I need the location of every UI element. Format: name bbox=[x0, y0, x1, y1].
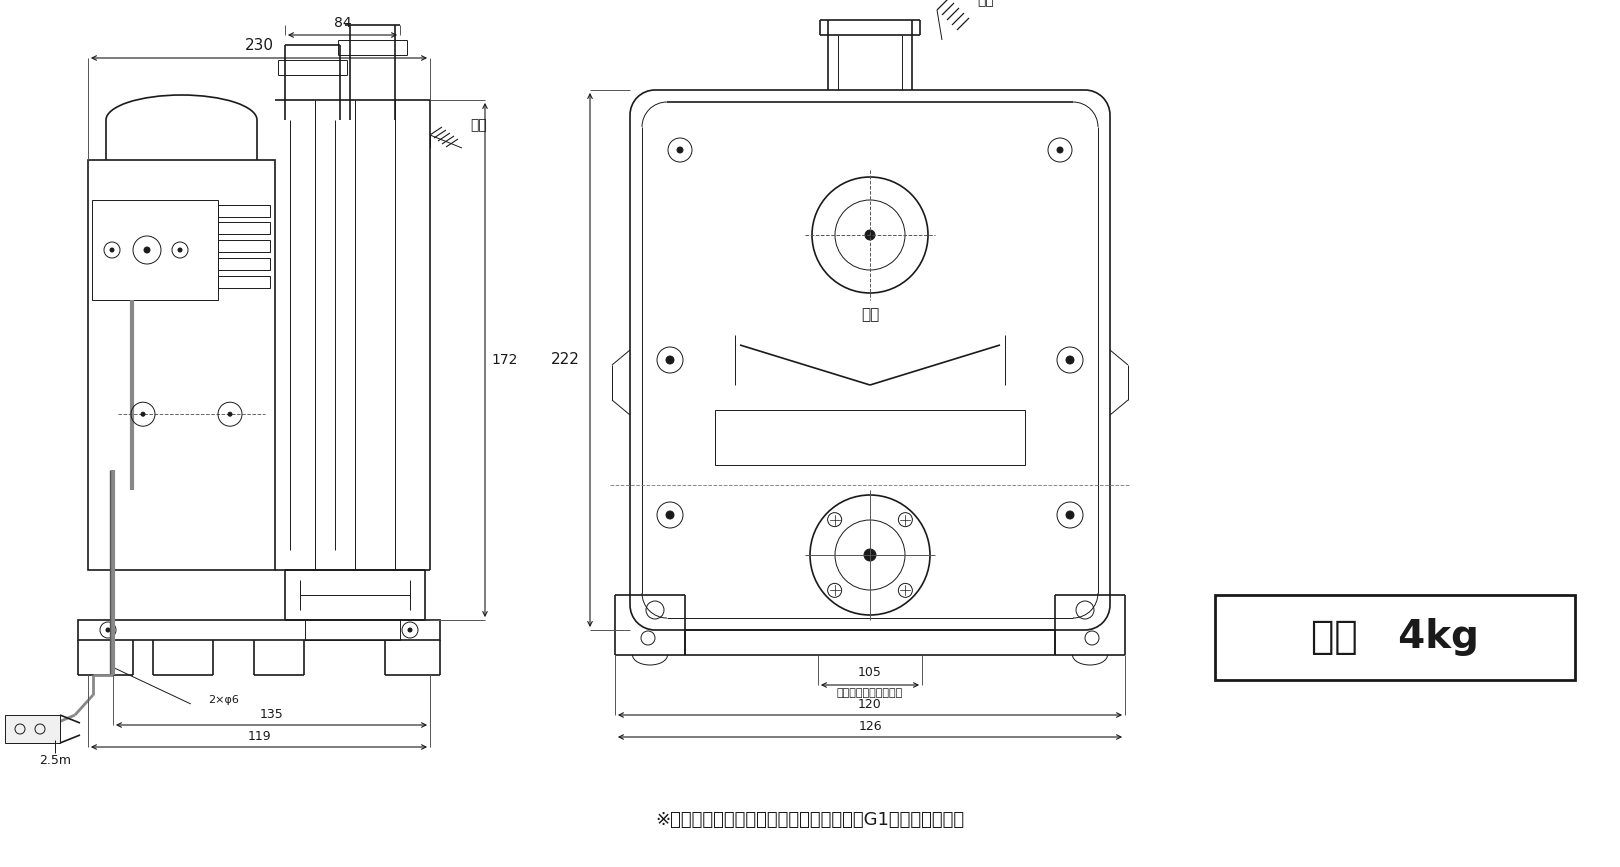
Circle shape bbox=[1066, 511, 1074, 519]
Circle shape bbox=[863, 549, 876, 561]
Bar bbox=[219, 258, 271, 270]
Text: （基礎ボルトピッチ）: （基礎ボルトピッチ） bbox=[838, 688, 902, 698]
Circle shape bbox=[666, 511, 674, 519]
Circle shape bbox=[178, 248, 181, 252]
Text: ※吸込、吐出の接続部は管用平行オネジ（G1）となります。: ※吸込、吐出の接続部は管用平行オネジ（G1）となります。 bbox=[656, 811, 964, 829]
Text: 172: 172 bbox=[492, 353, 518, 367]
Circle shape bbox=[1056, 147, 1063, 153]
Bar bbox=[5, 715, 60, 743]
Circle shape bbox=[865, 230, 875, 240]
Bar bbox=[714, 410, 1025, 465]
Text: 質量   4kg: 質量 4kg bbox=[1311, 618, 1479, 656]
Circle shape bbox=[1066, 356, 1074, 364]
Bar bbox=[87, 160, 275, 570]
Bar bbox=[219, 276, 271, 288]
Circle shape bbox=[408, 628, 411, 632]
Circle shape bbox=[110, 248, 113, 252]
Bar bbox=[219, 222, 271, 234]
Bar bbox=[78, 620, 441, 640]
Text: 吸込: 吸込 bbox=[860, 308, 880, 323]
Text: 126: 126 bbox=[859, 720, 881, 733]
Text: 吸込: 吸込 bbox=[470, 118, 486, 132]
Text: 105: 105 bbox=[859, 667, 881, 680]
Bar bbox=[92, 200, 219, 300]
Bar bbox=[219, 240, 271, 252]
Text: 2×φ6: 2×φ6 bbox=[207, 695, 238, 705]
Circle shape bbox=[144, 247, 151, 253]
Text: 230: 230 bbox=[245, 38, 274, 54]
Circle shape bbox=[228, 412, 232, 416]
Text: 2.5m: 2.5m bbox=[39, 753, 71, 766]
Text: 吐出: 吐出 bbox=[977, 0, 993, 7]
Text: 84: 84 bbox=[334, 16, 352, 30]
Circle shape bbox=[666, 356, 674, 364]
Text: 120: 120 bbox=[859, 699, 881, 712]
Circle shape bbox=[105, 628, 110, 632]
Circle shape bbox=[141, 412, 146, 416]
Text: 222: 222 bbox=[551, 353, 580, 368]
Bar bbox=[1215, 595, 1575, 680]
Circle shape bbox=[677, 147, 684, 153]
Text: 119: 119 bbox=[248, 731, 271, 744]
Bar bbox=[219, 205, 271, 217]
Text: 135: 135 bbox=[259, 708, 283, 721]
